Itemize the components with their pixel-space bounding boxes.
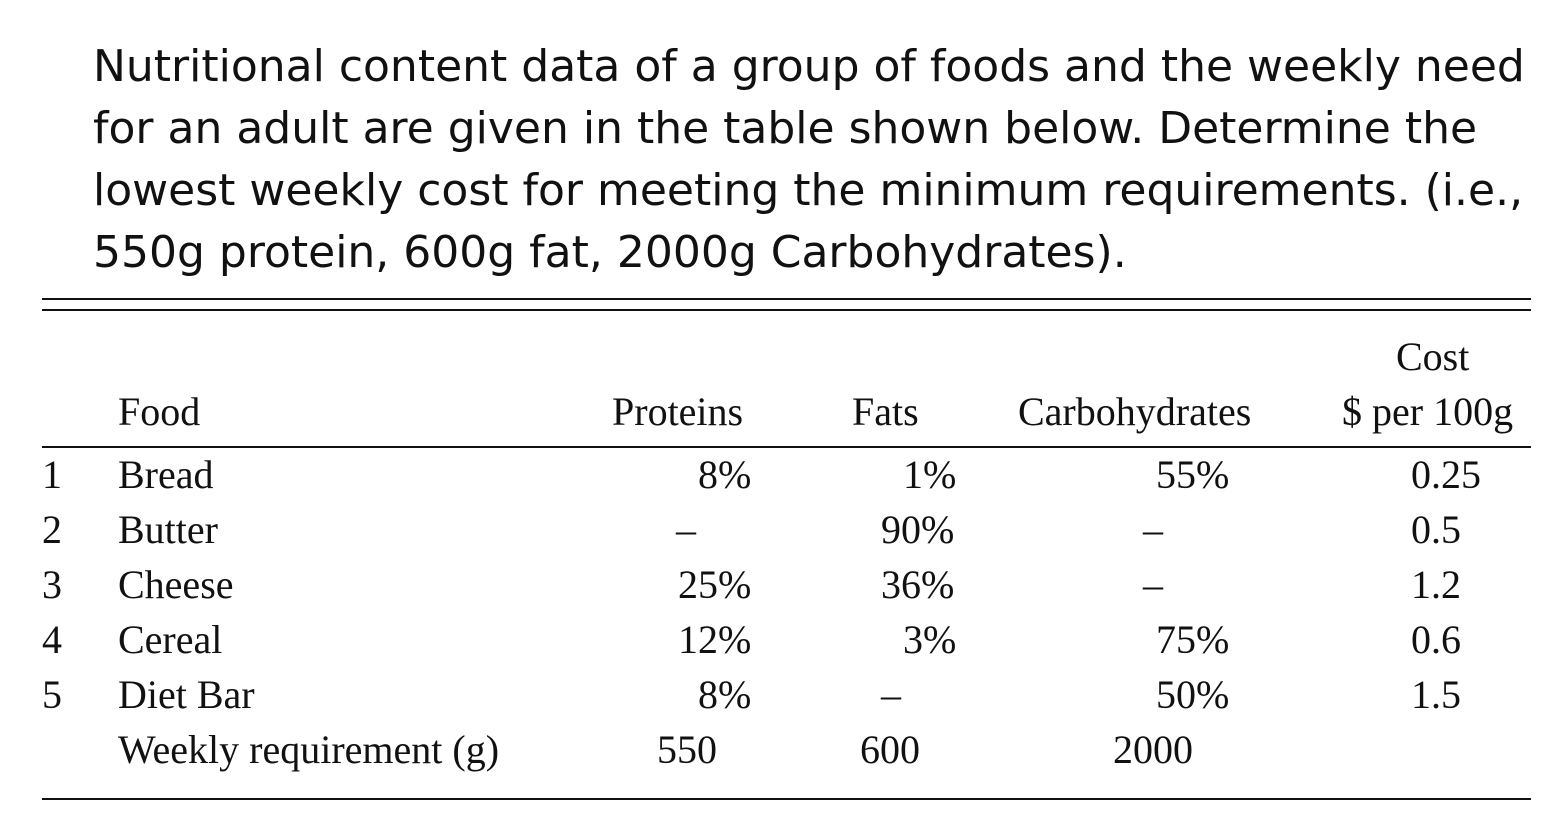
header-fats: Fats [852, 389, 919, 434]
proteins-value: 12% [678, 617, 752, 662]
table-top-rule-inner [42, 309, 1531, 311]
row-index: 2 [42, 507, 62, 552]
requirement-carbohydrates: 2000 [1113, 727, 1193, 772]
table-top-rule-outer [42, 298, 1531, 300]
header-cost-line2: $ per 100g [1342, 389, 1514, 434]
food-name: Diet Bar [118, 672, 255, 717]
proteins-value: 25% [678, 562, 752, 607]
cost-value: 0.6 [1411, 617, 1461, 662]
table-header-rule [42, 446, 1531, 448]
carbohydrates-value: – [1143, 562, 1163, 607]
food-name: Cheese [118, 562, 234, 607]
cost-value: 0.25 [1411, 452, 1481, 497]
proteins-value: 8% [698, 672, 752, 717]
table-bottom-rule [42, 798, 1531, 800]
carbohydrates-value: 50% [1156, 672, 1230, 717]
cost-value: 1.2 [1411, 562, 1461, 607]
fats-value: 36% [881, 562, 955, 607]
row-index: 4 [42, 617, 62, 662]
header-proteins: Proteins [612, 389, 744, 434]
food-name: Cereal [118, 617, 223, 662]
problem-line-4: 550g protein, 600g fat, 2000g Carbohydra… [93, 227, 1127, 278]
problem-line-1: Nutritional content data of a group of f… [93, 41, 1525, 92]
row-index: 3 [42, 562, 62, 607]
row-index: 1 [42, 452, 62, 497]
cost-value: 1.5 [1411, 672, 1461, 717]
requirement-fats: 600 [860, 727, 920, 772]
cost-value: 0.5 [1411, 507, 1461, 552]
carbohydrates-value: 55% [1156, 452, 1230, 497]
row-index: 5 [42, 672, 62, 717]
food-name: Bread [118, 452, 214, 497]
proteins-value: – [676, 507, 696, 552]
requirement-label: Weekly requirement (g) [118, 727, 500, 772]
proteins-value: 8% [698, 452, 752, 497]
fats-value: 90% [881, 507, 955, 552]
problem-line-3: lowest weekly cost for meeting the minim… [93, 165, 1524, 216]
header-carbohydrates: Carbohydrates [1018, 389, 1252, 434]
fats-value: 1% [903, 452, 957, 497]
problem-line-2: for an adult are given in the table show… [93, 103, 1478, 154]
header-cost-line1: Cost [1396, 334, 1470, 379]
fats-value: 3% [903, 617, 957, 662]
food-name: Butter [118, 507, 218, 552]
requirement-proteins: 550 [657, 727, 717, 772]
header-food: Food [118, 389, 201, 434]
fats-value: – [881, 672, 901, 717]
carbohydrates-value: – [1143, 507, 1163, 552]
carbohydrates-value: 75% [1156, 617, 1230, 662]
problem-statement: Nutritional content data of a group of f… [93, 36, 1533, 284]
